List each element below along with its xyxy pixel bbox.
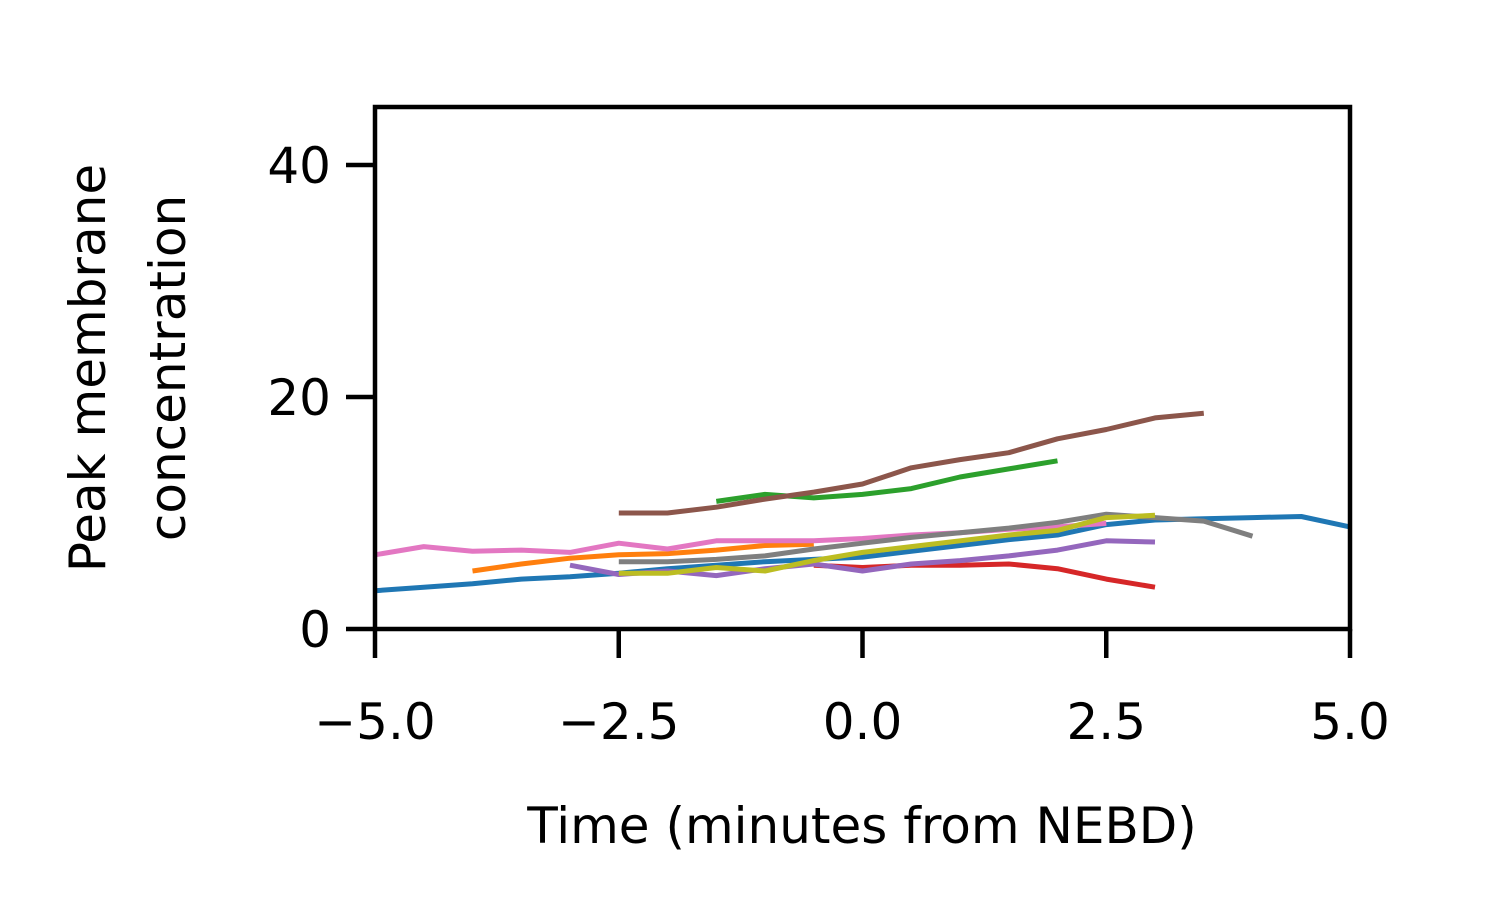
- series-line-9: [618, 512, 1156, 576]
- x-axis-label: Time (minutes from NEBD): [526, 797, 1197, 855]
- x-tick-label: 0.0: [823, 693, 903, 751]
- series-layer: [374, 410, 1351, 594]
- y-tick-label: 0: [299, 601, 331, 659]
- x-tick-label: −2.5: [558, 693, 679, 751]
- series-line-3: [715, 458, 1058, 504]
- series-line-2: [472, 541, 814, 574]
- x-tick-label: −5.0: [314, 693, 435, 751]
- y-axis-label-group: Peak membrane concentration: [59, 164, 197, 572]
- axis-ticks: −5.0 −2.5 0.0 2.5 5.0 0 20 40: [267, 137, 1389, 751]
- x-tick-label: 2.5: [1066, 693, 1146, 751]
- series-line-4: [813, 561, 1156, 590]
- y-axis-label-line-2: concentration: [139, 195, 197, 541]
- y-axis-label-line-1: Peak membrane: [59, 164, 117, 572]
- series-line-6: [618, 410, 1205, 516]
- y-tick-label: 40: [267, 137, 331, 195]
- y-tick-label: 20: [267, 369, 331, 427]
- x-tick-label: 5.0: [1310, 693, 1390, 751]
